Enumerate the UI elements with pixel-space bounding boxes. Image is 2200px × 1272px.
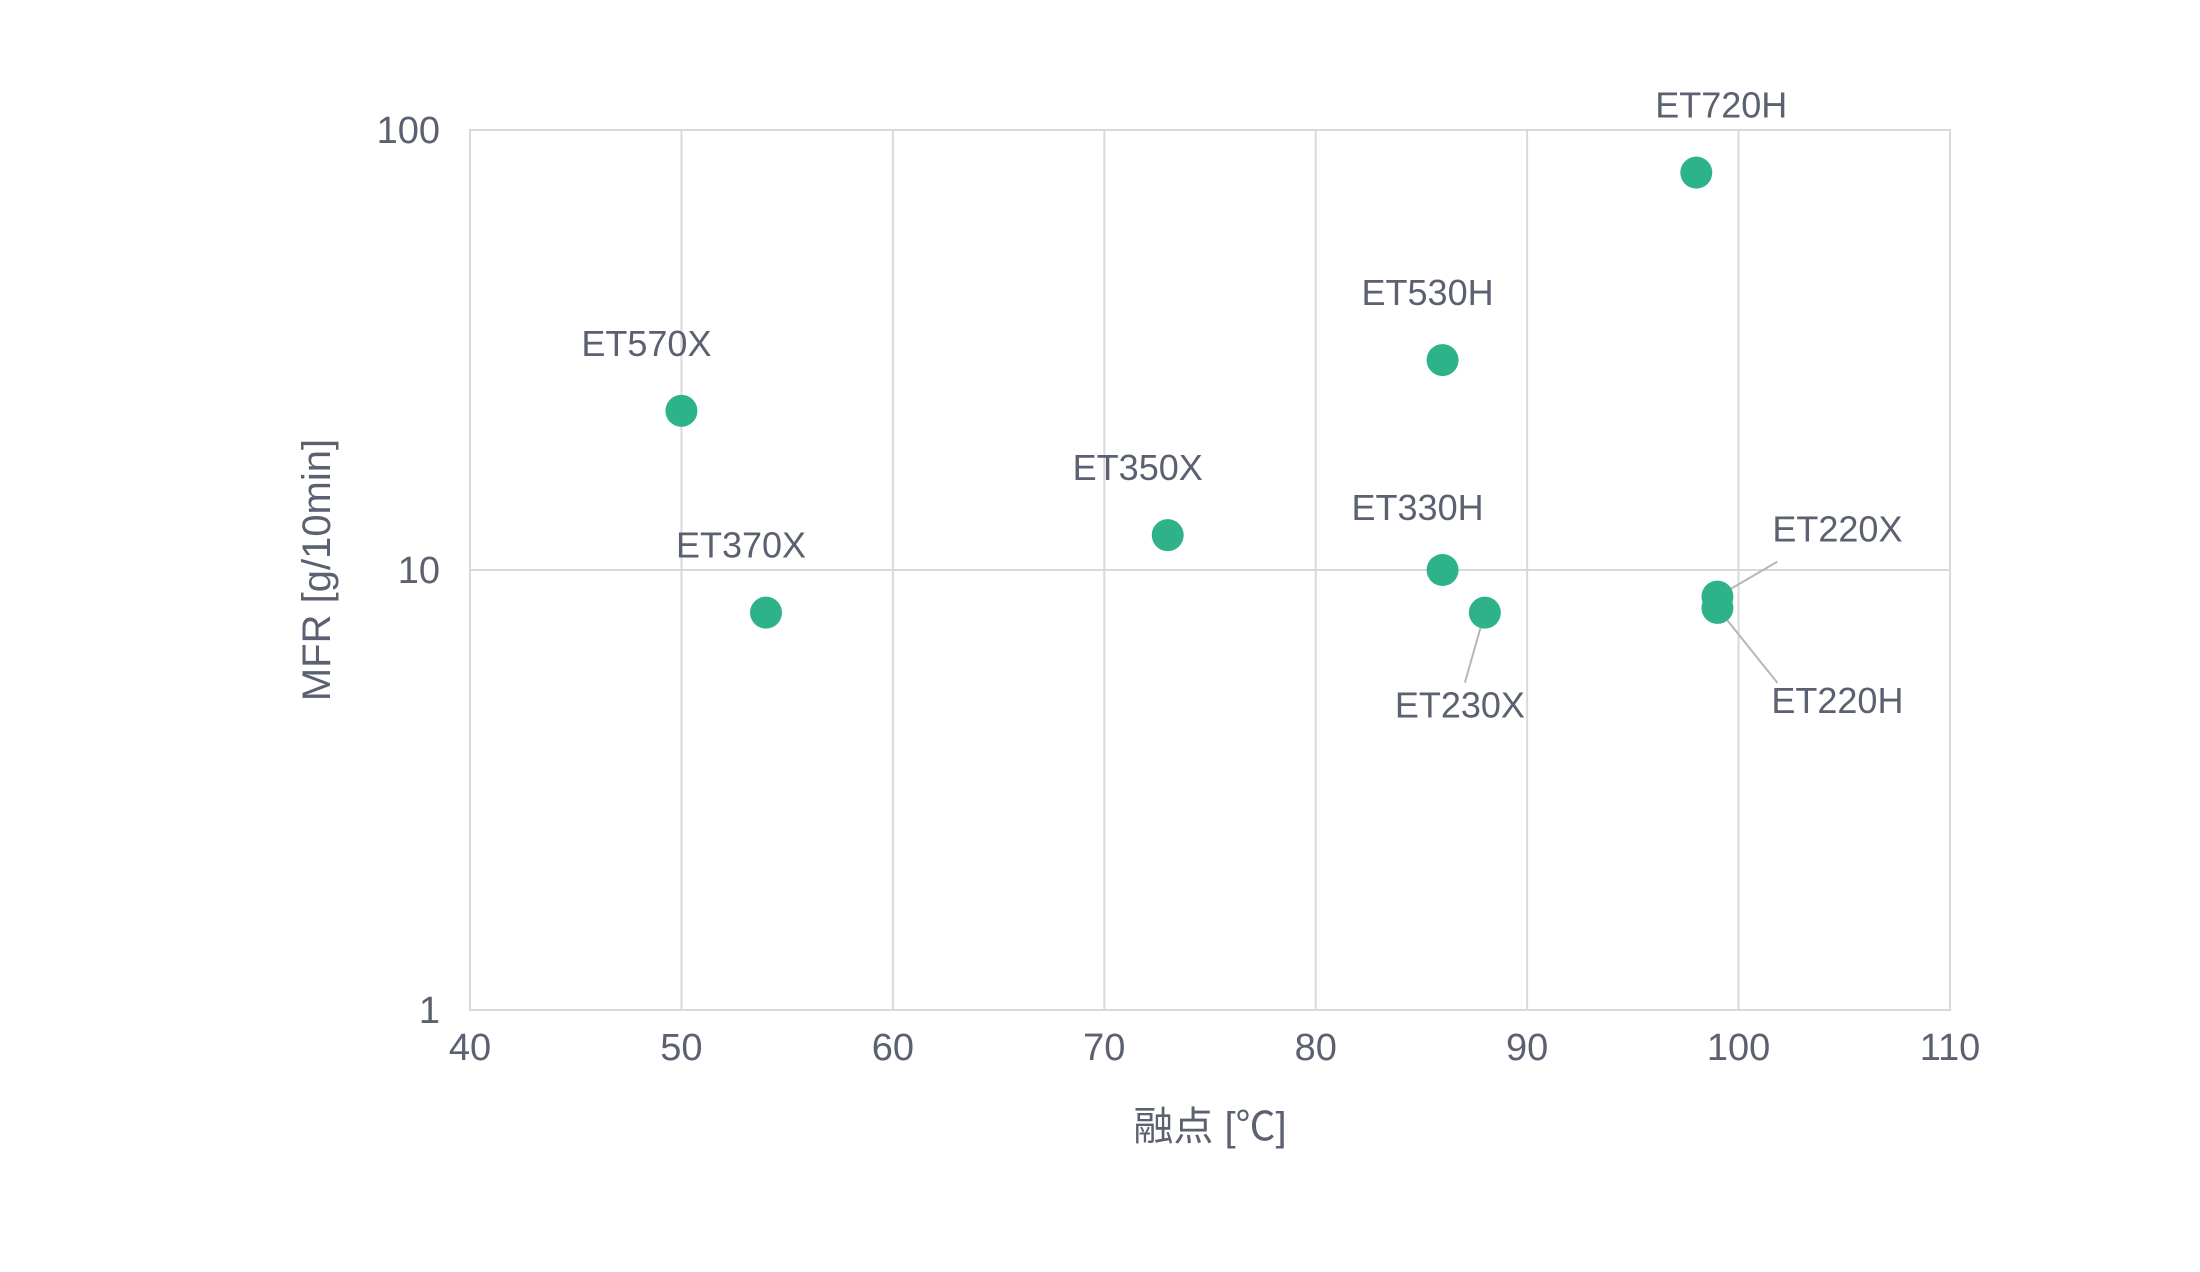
x-tick-label: 80 (1295, 1027, 1337, 1069)
x-tick-label: 100 (1707, 1027, 1770, 1069)
data-label-ET220H: ET220H (1771, 680, 1903, 721)
data-point-ET570X (665, 395, 697, 427)
data-label-ET370X: ET370X (676, 525, 806, 566)
data-point-ET350X (1152, 519, 1184, 551)
data-label-ET220X: ET220X (1772, 509, 1902, 550)
data-label-ET230X: ET230X (1395, 685, 1525, 726)
data-label-ET530H: ET530H (1362, 272, 1494, 313)
data-point-ET530H (1427, 344, 1459, 376)
x-tick-label: 60 (872, 1027, 914, 1069)
x-tick-label: 90 (1506, 1027, 1548, 1069)
chart-svg: 405060708090100110110100融点 [℃]MFR [g/10m… (0, 0, 2200, 1272)
x-tick-label: 40 (449, 1027, 491, 1069)
data-label-ET350X: ET350X (1073, 447, 1203, 488)
data-label-ET720H: ET720H (1655, 85, 1787, 126)
data-point-ET720H (1680, 157, 1712, 189)
data-point-ET230X (1469, 597, 1501, 629)
data-label-ET570X: ET570X (581, 323, 711, 364)
data-point-ET370X (750, 597, 782, 629)
data-point-ET330H (1427, 554, 1459, 586)
y-axis-label: MFR [g/10min] (295, 439, 339, 701)
x-tick-label: 70 (1083, 1027, 1125, 1069)
scatter-chart: 405060708090100110110100融点 [℃]MFR [g/10m… (0, 0, 2200, 1272)
y-tick-label: 10 (398, 550, 440, 592)
x-axis-label: 融点 [℃] (1133, 1105, 1286, 1149)
x-tick-label: 50 (660, 1027, 702, 1069)
data-label-ET330H: ET330H (1352, 487, 1484, 528)
data-point-ET220H (1701, 592, 1733, 624)
y-tick-label: 1 (419, 990, 440, 1032)
x-tick-label: 110 (1920, 1027, 1981, 1069)
y-tick-label: 100 (377, 110, 440, 152)
